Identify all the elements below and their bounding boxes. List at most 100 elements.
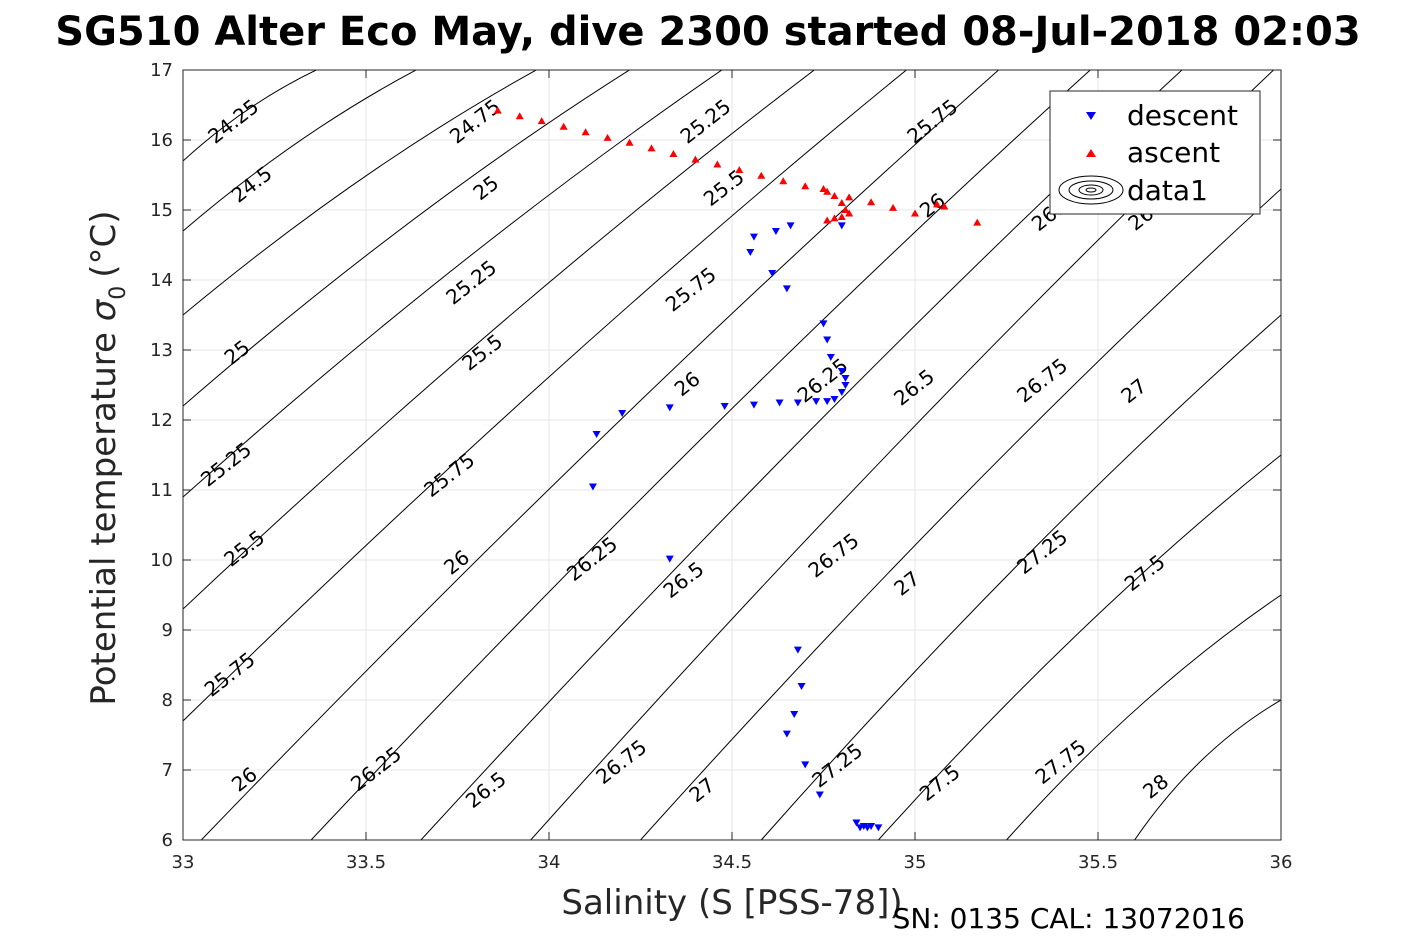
descent-point-15 bbox=[823, 398, 832, 406]
descent-point-32 bbox=[852, 819, 861, 827]
legend-ascent-label: ascent bbox=[1127, 136, 1220, 169]
y-tick-label-1: 7 bbox=[162, 760, 173, 781]
legend-descent-label: descent bbox=[1127, 99, 1238, 132]
descent-point-22 bbox=[618, 410, 627, 417]
descent-point-29 bbox=[782, 730, 791, 738]
ascent-point-29 bbox=[823, 216, 832, 224]
descent-point-8 bbox=[823, 336, 832, 344]
ascent-point-17 bbox=[867, 198, 876, 206]
x-axis-ticks: 33 33.5 34 34.5 35 35.5 36 bbox=[172, 70, 1293, 873]
legend: descent ascent data1 bbox=[1049, 90, 1261, 215]
y-tick-label-5: 11 bbox=[150, 480, 173, 501]
ascent-point-19 bbox=[911, 209, 919, 217]
ascent-point-15 bbox=[823, 187, 832, 195]
descent-point-26 bbox=[793, 646, 802, 654]
x-tick-label-6: 36 bbox=[1270, 852, 1293, 873]
ascent-point-16 bbox=[845, 193, 854, 201]
ascent-point-24 bbox=[837, 199, 846, 206]
y-tick-label-2: 8 bbox=[162, 690, 173, 711]
contour-line-25-75 bbox=[183, 70, 908, 722]
descent-point-20 bbox=[720, 403, 729, 410]
x-tick-label-3: 34.5 bbox=[712, 852, 752, 873]
data-series bbox=[493, 106, 982, 832]
ascent-point-7 bbox=[647, 144, 656, 152]
ascent-point-14 bbox=[801, 182, 810, 190]
contour-line-25-25 bbox=[183, 70, 723, 498]
contour-line-24-75 bbox=[183, 70, 538, 316]
descent-point-10 bbox=[837, 368, 846, 375]
legend-ascent-marker bbox=[1086, 149, 1096, 157]
y-tick-label-4: 10 bbox=[150, 550, 173, 571]
contour-line-27-25 bbox=[760, 314, 1281, 840]
chart-title: SG510 Alter Eco May, dive 2300 started 0… bbox=[55, 9, 1360, 55]
descent-point-16 bbox=[812, 398, 821, 406]
x-axis-label: Salinity (S [PSS-78]) bbox=[561, 883, 902, 923]
y-axis-ticks: 6 7 8 9 10 11 12 13 14 15 16 17 bbox=[150, 60, 1281, 851]
descent-point-3 bbox=[749, 233, 758, 241]
contour-line-27-75 bbox=[1006, 594, 1281, 840]
y-tick-label-3: 9 bbox=[162, 620, 173, 641]
ascent-point-5 bbox=[603, 133, 612, 141]
contour-line-27-5 bbox=[878, 454, 1281, 840]
descent-point-37 bbox=[874, 824, 883, 832]
legend-descent-marker bbox=[1086, 112, 1096, 120]
ascent-point-30 bbox=[973, 218, 982, 226]
contour-line-26-25 bbox=[310, 70, 1092, 840]
descent-point-1 bbox=[786, 222, 795, 230]
contour-line-26 bbox=[200, 70, 1000, 840]
ascent-point-9 bbox=[691, 155, 700, 163]
ascent-point-13 bbox=[779, 177, 788, 185]
descent-point-6 bbox=[782, 285, 791, 293]
descent-point-36 bbox=[867, 823, 876, 830]
ascent-point-1 bbox=[515, 112, 524, 120]
descent-point-12 bbox=[841, 382, 850, 389]
descent-point-18 bbox=[775, 399, 784, 407]
descent-point-21 bbox=[665, 404, 674, 412]
ascent-point-26 bbox=[845, 209, 854, 217]
density-contours bbox=[183, 70, 1281, 840]
y-tick-label-6: 12 bbox=[150, 410, 173, 431]
descent-point-2 bbox=[771, 228, 780, 235]
contour-line-27 bbox=[640, 188, 1281, 840]
ascent-point-2 bbox=[537, 117, 546, 125]
contour-line-24-5 bbox=[183, 70, 418, 232]
ascent-point-21 bbox=[940, 202, 949, 210]
ascent-point-25 bbox=[841, 206, 850, 213]
contour-line-25 bbox=[183, 70, 631, 407]
ascent-point-23 bbox=[830, 192, 839, 199]
y-axis-label-subscript: 0 bbox=[106, 286, 131, 300]
descent-point-31 bbox=[815, 791, 824, 799]
ascent-point-20 bbox=[932, 200, 941, 208]
descent-point-7 bbox=[819, 320, 828, 328]
ascent-point-11 bbox=[735, 166, 744, 174]
descent-point-19 bbox=[749, 401, 758, 409]
y-tick-label-8: 14 bbox=[150, 270, 173, 291]
ascent-point-28 bbox=[830, 214, 839, 222]
y-axis-label-text: Potential temperature bbox=[84, 332, 124, 705]
ascent-point-4 bbox=[581, 128, 590, 136]
y-axis-label: Potential temperature σ0 (°C) bbox=[84, 210, 131, 705]
descent-point-25 bbox=[665, 555, 674, 563]
x-tick-label-0: 33 bbox=[172, 852, 195, 873]
descent-point-0 bbox=[837, 222, 846, 230]
descent-point-23 bbox=[592, 431, 601, 438]
descent-point-5 bbox=[768, 270, 777, 277]
x-tick-label-4: 35 bbox=[904, 852, 927, 873]
ascent-point-27 bbox=[837, 213, 846, 220]
y-axis-label-unit: (°C) bbox=[84, 210, 124, 277]
ascent-point-18 bbox=[889, 203, 898, 211]
y-tick-label-7: 13 bbox=[150, 340, 173, 361]
ascent-point-3 bbox=[559, 122, 568, 130]
contour-line-25-5 bbox=[183, 70, 816, 610]
ascent-point-10 bbox=[713, 160, 722, 168]
y-tick-label-9: 15 bbox=[150, 200, 173, 221]
ascent-point-6 bbox=[625, 138, 634, 146]
x-tick-label-1: 33.5 bbox=[346, 852, 386, 873]
x-tick-label-2: 34 bbox=[538, 852, 561, 873]
y-tick-label-11: 17 bbox=[150, 60, 173, 81]
descent-point-11 bbox=[841, 375, 850, 382]
ascent-point-12 bbox=[757, 171, 766, 179]
descent-point-14 bbox=[830, 396, 839, 403]
descent-point-30 bbox=[801, 761, 810, 769]
